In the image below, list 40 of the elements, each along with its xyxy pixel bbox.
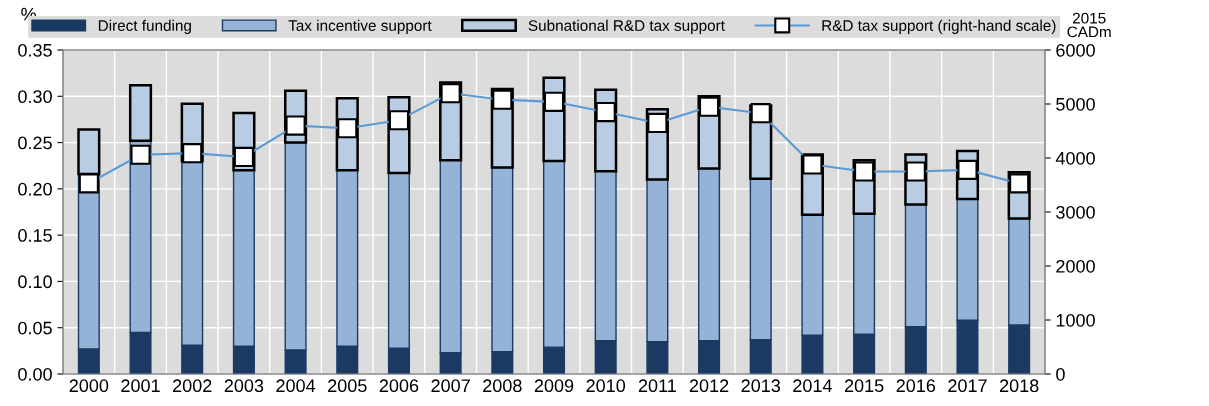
x-tick-label: 2007 — [431, 379, 470, 393]
legend-label: Subnational R&D tax support — [528, 19, 725, 34]
y-tick-label: 0.35 — [18, 43, 52, 57]
y2-axis-title: 2015 CADm — [1067, 12, 1111, 38]
legend-label: R&D tax support (right-hand scale) — [822, 19, 1056, 34]
x-tick-label: 2011 — [638, 379, 676, 393]
x-tick-label: 2010 — [586, 379, 626, 393]
x-tick-label: 2018 — [999, 379, 1039, 393]
x-tick-label: 2016 — [896, 379, 936, 393]
x-tick-label: 2003 — [224, 379, 264, 393]
y-tick-label: 0.30 — [18, 90, 52, 104]
y2-tick-label: 1000 — [1056, 313, 1095, 327]
x-tick-label: 2009 — [534, 379, 574, 393]
x-tick-label: 2013 — [741, 379, 781, 393]
x-tick-label: 2017 — [948, 379, 987, 393]
y2-tick-label: 0 — [1056, 367, 1065, 381]
y2-tick-label: 3000 — [1056, 205, 1095, 219]
x-tick-label: 2015 — [844, 379, 884, 393]
x-tick-label: 2000 — [69, 379, 109, 393]
x-tick-label: 2004 — [276, 379, 316, 393]
legend-label: Tax incentive support — [288, 19, 432, 34]
x-tick-label: 2014 — [793, 379, 832, 393]
y-tick-label: 0.00 — [18, 367, 52, 381]
x-tick-label: 2002 — [173, 379, 212, 393]
x-tick-label: 2006 — [379, 379, 419, 393]
x-tick-label: 2008 — [483, 379, 522, 393]
x-tick-label: 2001 — [121, 379, 160, 393]
y2-tick-label: 2000 — [1056, 259, 1095, 273]
bar — [128, 83, 153, 142]
y-tick-label: 0.10 — [18, 275, 52, 289]
y2-tick-label: 4000 — [1055, 151, 1095, 165]
y2-tick-label: 6000 — [1056, 43, 1095, 57]
y-tick-label: 0.05 — [18, 321, 52, 335]
x-tick-label: 2012 — [689, 379, 729, 393]
y-tick-label: 0.25 — [18, 136, 52, 150]
x-tick-label: 2005 — [328, 379, 367, 393]
y2-tick-label: 5000 — [1056, 97, 1095, 111]
y-tick-label: 0.15 — [18, 229, 52, 242]
y-tick-label: 0.20 — [18, 182, 52, 196]
legend-label: Direct funding — [98, 19, 191, 34]
